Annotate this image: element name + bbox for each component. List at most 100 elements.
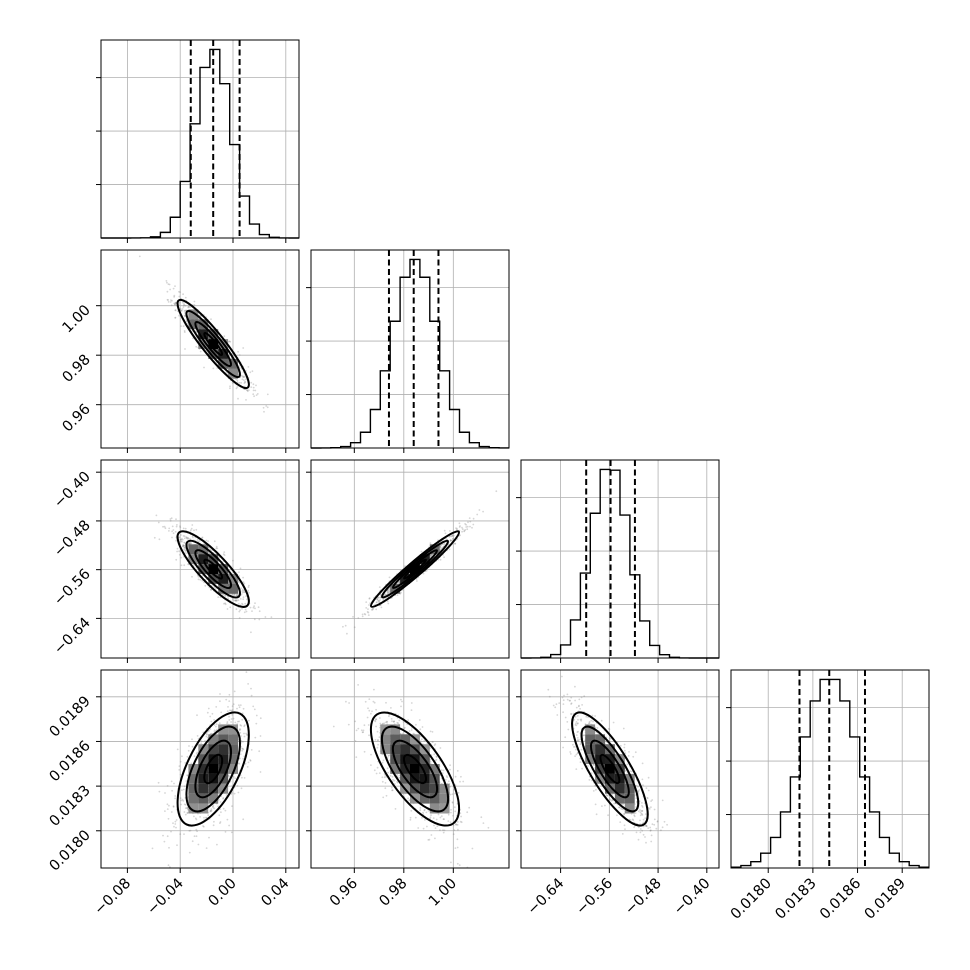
sample-point [199,578,202,581]
density-cell [208,744,219,755]
sample-point [449,764,451,767]
panels: −0.08 −0.04 0.00 0.04 0.96 0.98 1.00 −0.64 −0.56… [47,39,930,923]
sample-point [404,565,406,568]
sample-point [440,544,443,546]
sample-point [209,588,212,591]
sample-point [249,759,252,762]
sample-point [228,340,231,343]
sample-point [242,581,245,583]
sample-point [439,558,442,561]
sample-point [237,373,240,376]
sample-point [352,616,354,618]
sample-point [201,537,204,539]
sample-point [174,303,176,306]
sample-point [427,839,430,841]
sample-point [207,814,210,817]
sample-point [231,598,234,600]
density-cell [188,783,199,794]
sample-point [202,825,204,827]
sample-point [238,729,241,732]
density-cell [198,783,209,794]
sample-point [240,382,243,384]
sample-point [476,513,479,516]
sample-point [250,694,253,697]
sample-point [379,596,381,599]
sample-point [635,784,638,787]
sample-point [210,808,213,810]
sample-point [230,718,233,720]
sample-point [191,738,193,741]
density-cell [429,793,440,804]
sample-point [229,385,231,388]
sample-point [166,290,169,293]
sample-point [386,590,388,593]
density-cell [208,564,219,574]
sample-point [183,330,186,332]
scatter-panel-1-0 [96,249,300,453]
sample-point [167,283,170,285]
sample-point [231,709,234,711]
sample-point [187,544,189,547]
sample-point [223,335,226,338]
sample-point [183,785,186,788]
sample-point [431,740,434,743]
sample-point [252,386,255,389]
sample-point [259,771,262,773]
sample-point [364,613,367,616]
sample-point [178,769,181,771]
sample-point [193,755,196,758]
sample-point [371,608,374,611]
density-cell [198,803,209,814]
sample-point [415,578,418,580]
sample-point [379,594,382,596]
contour-level [194,320,233,368]
sample-point [445,775,448,777]
sample-point [163,840,166,843]
sample-point [439,747,442,749]
sample-point [398,582,401,584]
density-cell [208,764,219,774]
sample-point [230,721,233,723]
sample-point [195,752,198,755]
sample-point [391,789,393,792]
sample-point [258,610,261,613]
sample-point [226,721,229,723]
sample-point [255,394,258,396]
sample-point [179,291,182,293]
sample-point [181,538,184,541]
density-cell [188,773,199,784]
sample-point [460,815,462,818]
sample-point [396,780,398,783]
sample-point [461,526,463,529]
sample-point [266,393,269,396]
sample-point [189,306,191,309]
sample-point [452,537,454,540]
density-cell [218,754,229,764]
sample-point [450,861,452,864]
contour-level [402,558,428,580]
sample-point [378,599,380,602]
sample-point [174,823,177,825]
sample-point [166,298,169,301]
sample-point [428,838,431,841]
density-cell [390,764,401,774]
sample-point [385,721,387,724]
sample-point [212,806,214,808]
sample-point [387,589,390,592]
sample-point [367,608,369,610]
sample-point [179,833,182,835]
scatter-panel-3-1 [306,669,510,873]
density-cell [218,358,229,369]
sample-point [579,743,582,745]
sample-point [186,812,189,814]
sample-point [374,739,377,741]
sample-point [419,728,422,731]
sample-point [242,740,244,743]
sample-point [196,735,199,737]
sample-point [360,729,363,732]
sample-point [240,374,243,377]
sample-point [206,711,209,714]
sample-point [237,791,240,794]
sample-point [170,780,173,783]
sample-point [442,769,445,772]
